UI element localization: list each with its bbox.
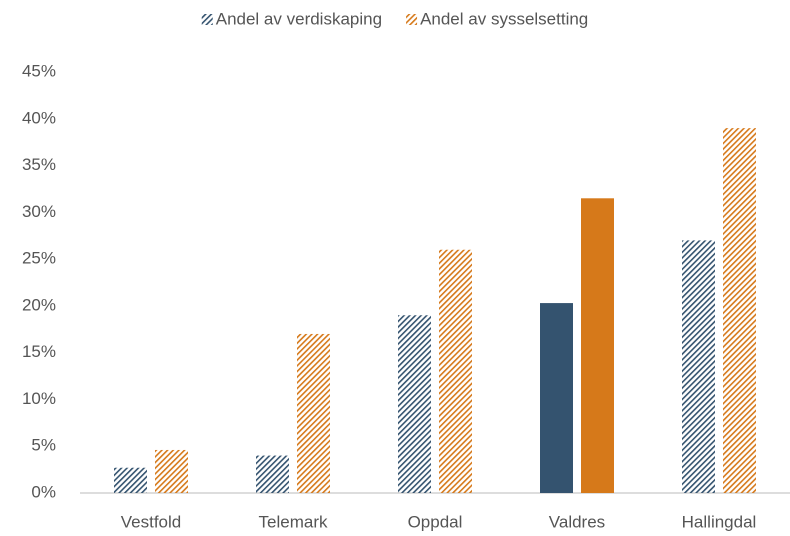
x-tick-label: Valdres [549,512,605,531]
y-tick-label: 15% [22,342,56,361]
y-tick-label: 0% [31,482,56,501]
y-tick-label: 30% [22,202,56,221]
y-tick-label: 10% [22,389,56,408]
y-tick-label: 45% [22,61,56,80]
bar [540,303,573,493]
x-tick-label: Oppdal [408,512,463,531]
legend-swatch [201,14,213,25]
x-tick-label: Telemark [259,512,328,531]
legend: Andel av verdiskaping Andel av sysselsett… [201,9,588,28]
bar [256,455,289,493]
legend-swatch [406,14,418,25]
y-tick-label: 5% [31,436,56,455]
legend-label: Andel av verdiskaping [216,9,382,28]
bar [155,449,188,493]
legend-label: Andel av sysselsetting [420,9,588,28]
bar [682,240,715,493]
y-tick-label: 20% [22,295,56,314]
bar [114,467,147,493]
y-tick-label: 35% [22,155,56,174]
y-tick-label: 25% [22,249,56,268]
y-tick-label: 40% [22,108,56,127]
bar [398,315,431,493]
bar [439,249,472,493]
x-tick-label: Vestfold [121,512,182,531]
bar [723,128,756,493]
bar [581,198,614,494]
x-tick-label: Hallingdal [682,512,757,531]
bar [297,333,330,493]
